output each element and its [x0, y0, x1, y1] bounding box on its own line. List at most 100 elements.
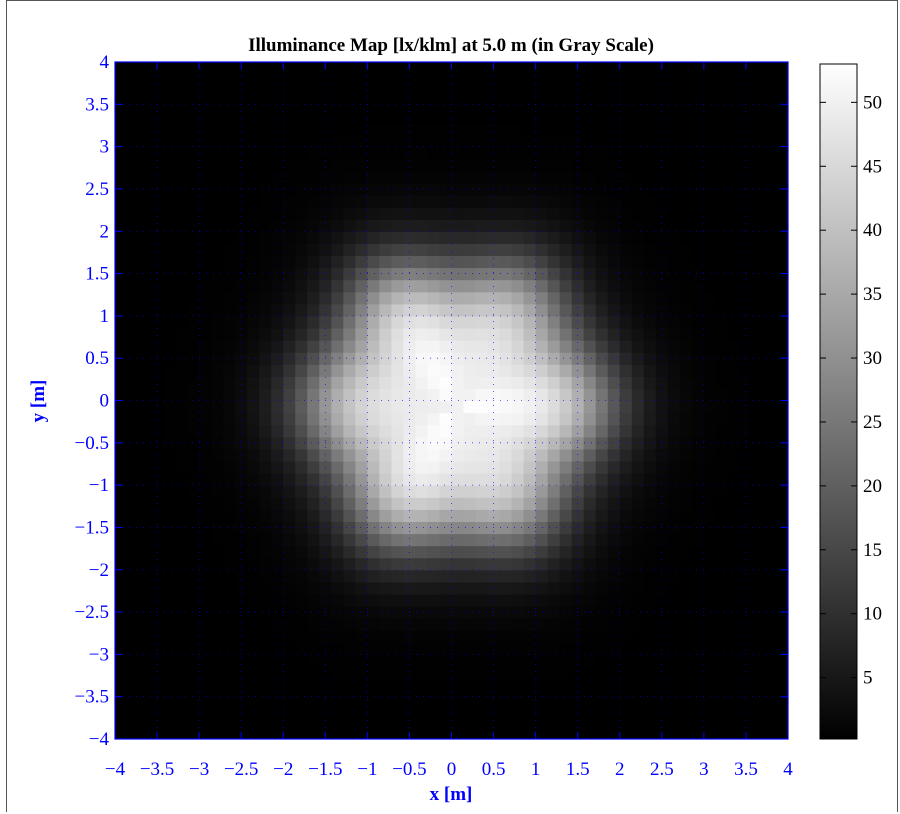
heatmap-cell: [763, 642, 777, 655]
heatmap-cell: [703, 630, 717, 643]
heatmap-cell: [295, 485, 308, 498]
heatmap-cell: [631, 654, 645, 668]
heatmap-cell: [151, 485, 164, 498]
heatmap-cell: [283, 194, 296, 208]
heatmap-cell: [487, 194, 501, 208]
heatmap-cell: [439, 255, 453, 269]
heatmap-cell: [295, 606, 308, 619]
heatmap-cell: [739, 182, 753, 196]
heatmap-cell: [259, 521, 272, 535]
heatmap-cell: [367, 581, 380, 595]
heatmap-cell: [127, 194, 140, 208]
heatmap-cell: [643, 303, 657, 317]
heatmap-cell: [751, 352, 765, 365]
heatmap-cell: [727, 424, 741, 438]
heatmap-cell: [451, 315, 465, 329]
heatmap-cell: [247, 714, 260, 728]
heatmap-cell: [595, 460, 609, 474]
heatmap-cell: [667, 279, 681, 293]
heatmap-cell: [163, 666, 176, 680]
heatmap-cell: [307, 122, 320, 136]
heatmap-cell: [139, 340, 152, 353]
heatmap-cell: [619, 642, 633, 655]
heatmap-cell: [283, 485, 296, 498]
heatmap-cell: [655, 436, 669, 450]
heatmap-cell: [463, 303, 477, 317]
y-tick-label: −2.5: [75, 602, 109, 623]
heatmap-cell: [211, 485, 224, 498]
heatmap-cell: [715, 279, 729, 293]
heatmap-cell: [475, 146, 489, 160]
heatmap-cell: [703, 545, 717, 559]
heatmap-cell: [175, 557, 188, 571]
heatmap-cell: [727, 170, 741, 184]
heatmap-cell: [463, 557, 477, 571]
heatmap-cell: [739, 702, 753, 716]
heatmap-cell: [355, 231, 368, 244]
heatmap-cell: [571, 134, 585, 148]
heatmap-cell: [427, 533, 441, 547]
heatmap-cell: [463, 255, 477, 269]
heatmap-cell: [379, 122, 393, 136]
heatmap-cell: [571, 557, 585, 571]
heatmap-cell: [223, 243, 236, 257]
heatmap-cell: [391, 219, 405, 232]
heatmap-cell: [511, 291, 525, 305]
heatmap-cell: [163, 303, 176, 317]
heatmap-cell: [235, 243, 248, 257]
heatmap-cell: [151, 86, 164, 99]
heatmap-cell: [499, 424, 513, 438]
heatmap-cell: [247, 315, 260, 329]
heatmap-cell: [679, 557, 693, 571]
heatmap-cell: [283, 327, 296, 341]
heatmap-cell: [739, 545, 753, 559]
heatmap-cell: [295, 146, 308, 160]
heatmap-cell: [703, 497, 717, 510]
heatmap-cell: [763, 436, 777, 450]
heatmap-cell: [763, 231, 777, 244]
heatmap-cell: [415, 122, 429, 136]
heatmap-cell: [283, 303, 296, 317]
heatmap-cell: [427, 436, 441, 450]
heatmap-cell: [619, 255, 633, 269]
heatmap-cell: [679, 231, 693, 244]
heatmap-cell: [127, 533, 140, 547]
heatmap-cell: [355, 509, 368, 522]
heatmap-cell: [283, 497, 296, 510]
heatmap-cell: [739, 569, 753, 583]
heatmap-cell: [763, 74, 777, 87]
heatmap-cell: [187, 642, 200, 655]
heatmap-cell: [559, 279, 573, 293]
heatmap-cell: [115, 424, 128, 438]
heatmap-cell: [127, 158, 140, 172]
heatmap-cell: [475, 533, 489, 547]
heatmap-cell: [367, 327, 380, 341]
heatmap-cell: [463, 690, 477, 704]
heatmap-cell: [331, 690, 344, 704]
heatmap-cell: [247, 726, 260, 739]
heatmap-cell: [427, 666, 441, 680]
heatmap-cell: [187, 702, 200, 716]
heatmap-cell: [763, 569, 777, 583]
heatmap-cell: [271, 74, 284, 87]
heatmap-cell: [415, 521, 429, 535]
heatmap-cell: [679, 593, 693, 607]
heatmap-cell: [511, 654, 525, 668]
heatmap-cell: [715, 726, 729, 739]
heatmap-cell: [271, 593, 284, 607]
heatmap-cell: [523, 714, 537, 728]
heatmap-cell: [751, 509, 765, 522]
heatmap-cell: [319, 473, 332, 486]
heatmap-cell: [667, 593, 681, 607]
y-tick-label: 2: [100, 221, 110, 242]
heatmap-cell: [523, 424, 537, 438]
heatmap-cell: [535, 303, 549, 317]
heatmap-cell: [271, 315, 284, 329]
heatmap-cell: [115, 122, 128, 136]
heatmap-cell: [139, 400, 152, 414]
heatmap-cell: [271, 182, 284, 196]
heatmap-cell: [559, 473, 573, 486]
heatmap-cell: [655, 569, 669, 583]
heatmap-cell: [475, 654, 489, 668]
heatmap-cell: [415, 364, 429, 377]
